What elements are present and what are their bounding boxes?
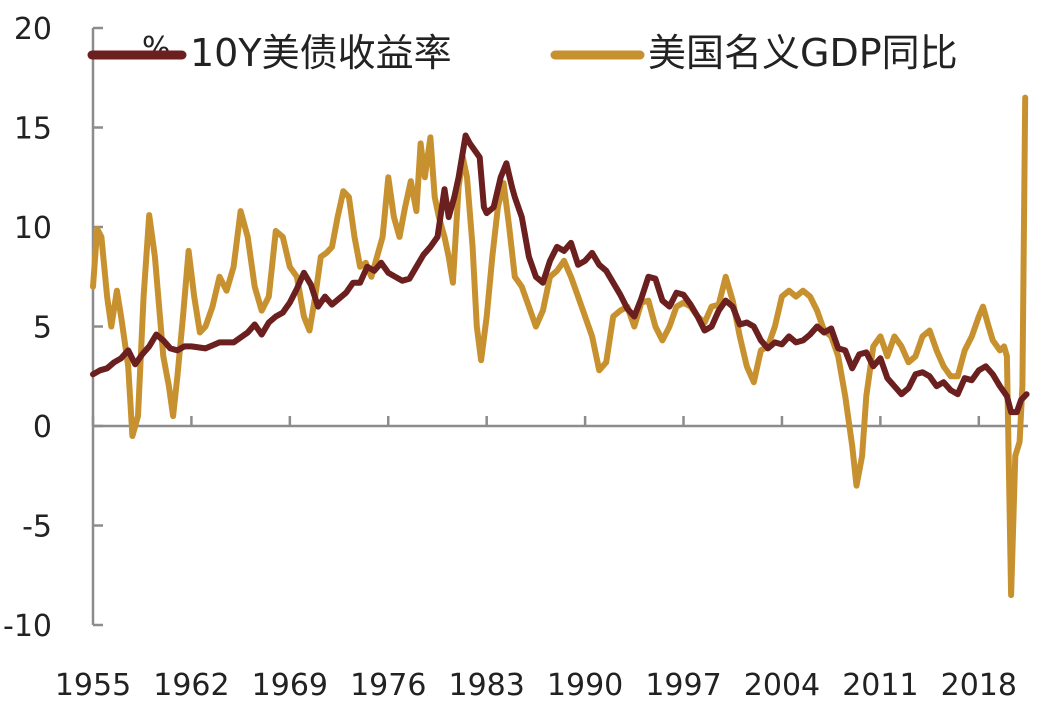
series-line-nominal-gdp <box>90 94 1029 599</box>
x-tick-label: 1990 <box>547 668 623 703</box>
legend-label-nominal-gdp: 美国名义GDP同比 <box>648 31 958 75</box>
y-axis-ticks: 20 15 10 5 0 -5 -10 <box>3 12 103 644</box>
x-tick-label: 1969 <box>252 668 328 703</box>
y-tick-label: 0 <box>33 410 52 445</box>
x-tick-label: 1962 <box>153 668 229 703</box>
x-tick-label: 1976 <box>350 668 426 703</box>
axes <box>91 28 1028 625</box>
x-tick-label: 1983 <box>449 668 525 703</box>
series-layer <box>90 94 1030 599</box>
x-tick-label: 2018 <box>941 668 1017 703</box>
x-tick-label: 1955 <box>55 668 131 703</box>
y-tick-label: 15 <box>14 112 52 147</box>
x-tick-label: 2011 <box>842 668 918 703</box>
x-tick-label: 1997 <box>645 668 721 703</box>
y-tick-label: -5 <box>22 510 52 545</box>
unit-label: % <box>142 31 171 66</box>
x-axis-ticks: 1955 1962 1969 1976 1983 1990 1997 2004 2011 2018 <box>55 416 1017 703</box>
y-tick-label: 10 <box>14 211 52 246</box>
legend-label-10y-yield: 10Y美债收益率 <box>190 31 452 75</box>
series-line-10y-yield <box>90 132 1030 416</box>
y-tick-label: -10 <box>3 609 52 644</box>
legend: % 10Y美债收益率 美国名义GDP同比 <box>87 31 958 75</box>
y-tick-label: 5 <box>33 311 52 346</box>
x-tick-label: 2004 <box>744 668 820 703</box>
y-tick-label: 20 <box>14 12 52 47</box>
